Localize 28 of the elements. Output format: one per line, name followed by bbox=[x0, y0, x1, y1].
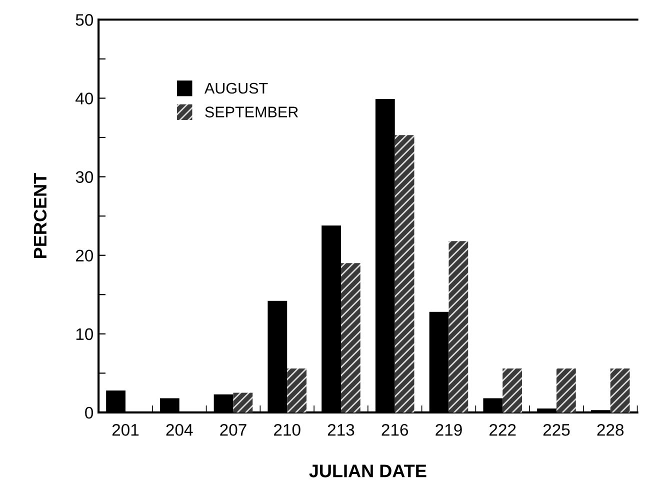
bar bbox=[448, 241, 468, 412]
x-tick-label: 228 bbox=[597, 424, 624, 436]
bar bbox=[610, 368, 630, 412]
x-tick-label: 204 bbox=[166, 424, 193, 436]
bar bbox=[233, 392, 253, 412]
x-tick-label: 222 bbox=[490, 424, 516, 436]
bar bbox=[502, 368, 522, 412]
y-tick-label: 10 bbox=[76, 328, 94, 340]
bar bbox=[556, 368, 576, 412]
y-tick-label: 50 bbox=[76, 14, 94, 26]
x-tick-label: 219 bbox=[436, 424, 462, 436]
x-tick-label: 201 bbox=[112, 424, 139, 436]
x-tick-label: 207 bbox=[220, 424, 246, 436]
y-tick-label: 40 bbox=[76, 92, 94, 104]
x-tick-label: 210 bbox=[274, 424, 300, 436]
legend-label: AUGUST bbox=[204, 82, 268, 94]
x-tick-label: 213 bbox=[328, 424, 354, 436]
y-axis-title: PERCENT bbox=[34, 173, 47, 258]
x-axis-title: JULIAN DATE bbox=[309, 464, 426, 478]
x-tick-label: 216 bbox=[382, 424, 408, 436]
y-tick-label: 30 bbox=[76, 171, 94, 183]
y-tick-label: 20 bbox=[76, 250, 94, 262]
legend-label: SEPTEMBER bbox=[205, 106, 298, 118]
y-tick-label: 0 bbox=[85, 406, 94, 419]
x-tick-label: 225 bbox=[543, 424, 570, 436]
bar bbox=[287, 368, 307, 412]
bar bbox=[340, 263, 360, 412]
bar bbox=[394, 135, 414, 412]
